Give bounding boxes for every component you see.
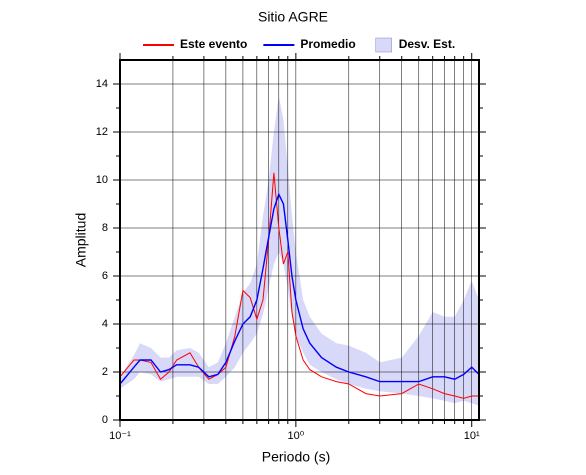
y-tick-label: 8 [102,222,108,234]
series-line [119,172,479,399]
y-tick-label: 14 [96,78,108,90]
plot-frame [119,59,480,421]
y-tick-label: 2 [102,366,108,378]
y-tick-label: 12 [96,126,108,138]
legend-label: Promedio [300,37,355,51]
legend-label: Desv. Est. [399,37,455,51]
x-tick-label: 10⁻¹ [109,430,131,442]
x-axis-label: Periodo (s) [262,449,330,465]
x-tick-label: 10⁰ [288,430,305,442]
y-tick-label: 0 [102,414,108,426]
legend-label: Este evento [180,37,247,51]
y-axis-label: Amplitud [73,213,89,267]
legend-swatch [375,37,392,53]
y-tick-label: 4 [102,318,108,330]
y-tick-label: 6 [102,270,108,282]
chart-title: Sitio AGRE [258,9,328,25]
x-tick-label: 10¹ [464,430,480,442]
y-tick-label: 10 [96,174,108,186]
series-line [119,192,480,385]
std-band [120,96,479,406]
